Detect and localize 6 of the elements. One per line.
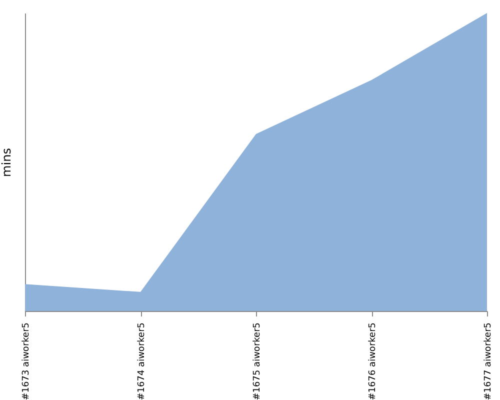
x-tick-label: #1673 aiworker5 [22, 322, 32, 400]
y-axis-title: mins [0, 148, 14, 177]
x-tick-label: #1675 aiworker5 [252, 322, 262, 400]
x-tick-label: #1677 aiworker5 [484, 322, 494, 400]
x-tick-label: #1676 aiworker5 [368, 322, 378, 400]
x-tick-label: #1674 aiworker5 [137, 322, 147, 400]
